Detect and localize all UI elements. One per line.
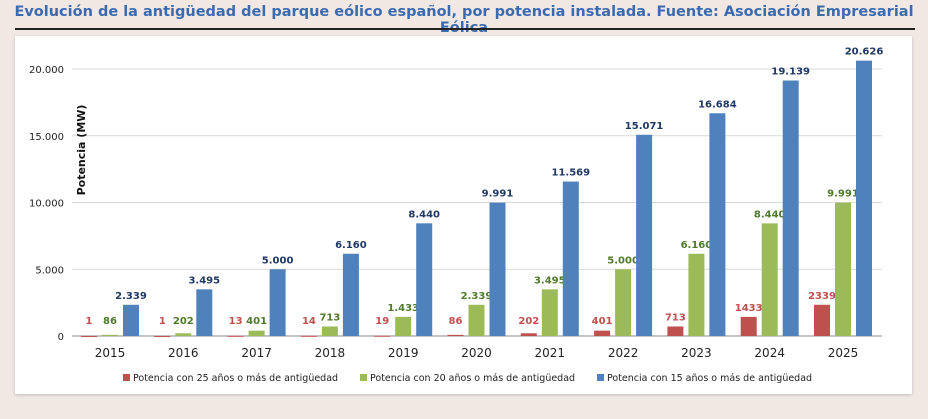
data-label: 6.160 [681,240,713,251]
data-label: 19.139 [771,66,810,77]
data-label: 401 [592,316,613,327]
x-tick-label: 2017 [241,346,272,360]
bar-2018-s2 [321,326,338,336]
data-label: 11.569 [552,168,591,179]
title-divider [15,28,915,30]
x-tick-label: 2024 [754,346,785,360]
x-tick-label: 2018 [315,346,346,360]
data-label: 401 [246,316,267,327]
bar-2019-s2 [395,316,412,336]
data-label: 1 [159,316,166,327]
legend-label: Potencia con 25 años o más de antigüedad [133,373,338,384]
bar-2022-s1 [594,330,611,336]
bar-2019-s3 [416,223,433,336]
bar-2022-s3 [636,134,653,336]
data-label: 86 [449,316,463,327]
data-label: 2339 [808,291,836,302]
bar-2020-s1 [447,334,464,336]
data-label: 20.626 [845,47,884,58]
bar-2016-s3 [196,289,213,336]
bar-2016-s2 [175,333,192,336]
bar-2016-s1 [154,335,171,337]
data-label: 2.339 [461,291,493,302]
legend-swatch [597,374,604,381]
bar-2018-s1 [300,335,317,337]
legend-swatch [123,374,130,381]
bar-2017-s1 [227,335,244,337]
bar-2023-s1 [667,326,684,336]
data-label: 13 [229,316,243,327]
bar-2017-s2 [248,330,265,336]
x-tick-label: 2020 [461,346,492,360]
data-label: 6.160 [335,240,367,251]
data-label: 5.000 [262,255,294,266]
bar-2021-s3 [562,181,579,336]
data-label: 1433 [735,303,763,314]
bar-2024-s2 [761,223,778,336]
data-label: 14 [302,316,316,327]
bar-2015-s2 [102,334,118,336]
data-label: 8.440 [754,209,786,220]
y-tick-label: 10.000 [29,199,64,210]
y-tick-label: 15.000 [29,132,64,143]
x-tick-label: 2022 [608,346,639,360]
x-tick-label: 2021 [535,346,566,360]
data-label: 9.991 [482,189,514,200]
legend-swatch [360,374,367,381]
data-label: 5.000 [607,255,639,266]
data-label: 8.440 [408,209,440,220]
data-label: 9.991 [827,189,859,200]
data-label: 3.495 [188,275,220,286]
data-label: 1.433 [387,303,419,314]
bar-2021-s2 [541,289,558,336]
bar-2023-s3 [709,113,726,336]
y-tick-label: 0 [58,332,64,343]
data-label: 19 [375,316,389,327]
y-tick-label: 20.000 [29,65,64,76]
bar-2025-s1 [814,304,830,336]
data-label: 86 [103,316,117,327]
legend-label: Potencia con 20 años o más de antigüedad [370,373,575,384]
bar-2024-s1 [740,316,757,336]
data-label: 202 [173,316,194,327]
bar-2025-s2 [835,202,851,336]
bar-2021-s1 [520,333,537,336]
data-label: 202 [518,316,539,327]
data-label: 1 [86,316,93,327]
data-label: 16.684 [698,99,737,110]
y-tick-label: 5.000 [35,265,64,276]
x-tick-label: 2015 [95,346,126,360]
x-tick-label: 2023 [681,346,712,360]
y-axis-title: Potencia (MW) [75,105,88,196]
x-tick-label: 2025 [828,346,859,360]
bar-2018-s3 [342,253,359,336]
legend-label: Potencia con 15 años o más de antigüedad [607,373,812,384]
bar-2019-s1 [374,335,391,337]
bar-2020-s2 [468,304,485,336]
bar-2022-s2 [615,269,632,336]
data-label: 713 [319,312,340,323]
bar-2015-s1 [81,335,97,337]
bar-2025-s3 [856,60,872,337]
data-label: 15.071 [625,121,664,132]
bar-2015-s3 [123,304,139,336]
bar-2020-s3 [489,202,506,336]
x-tick-label: 2019 [388,346,419,360]
bar-2024-s3 [782,80,799,336]
data-label: 3.495 [534,275,566,286]
data-label: 713 [665,312,686,323]
x-tick-label: 2016 [168,346,199,360]
bar-2023-s2 [688,253,705,336]
bar-2017-s3 [269,269,286,336]
data-label: 2.339 [115,291,147,302]
